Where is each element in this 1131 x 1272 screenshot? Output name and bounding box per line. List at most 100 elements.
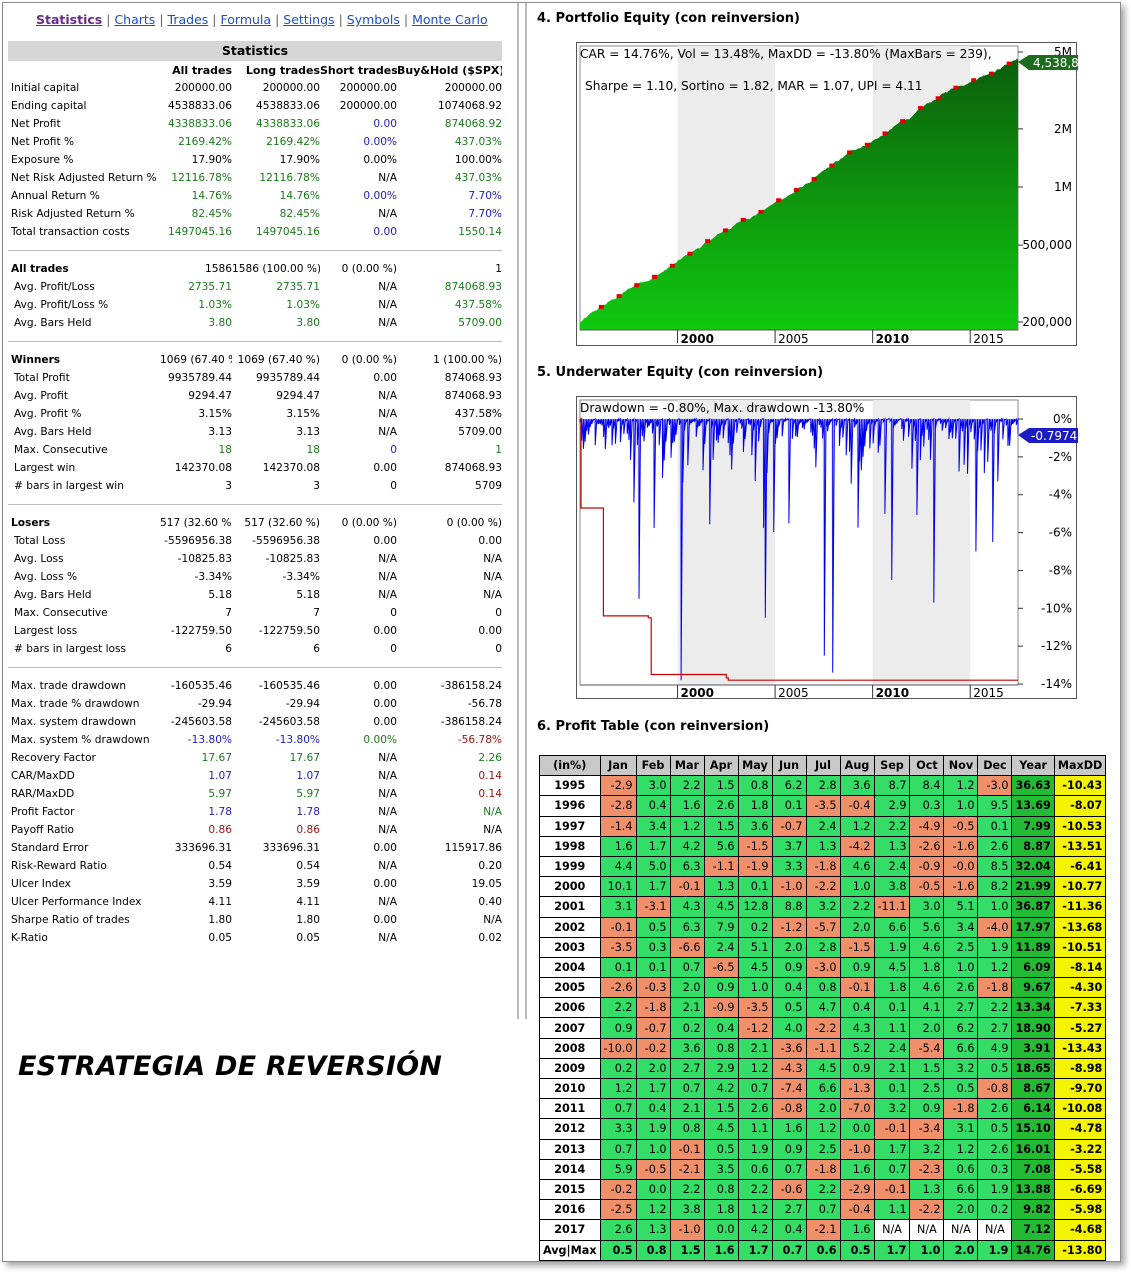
profit-month-cell: 3.8 (873, 876, 911, 898)
profit-month-cell: 0.4 (635, 795, 671, 817)
stats-row: Recovery Factor 17.67 17.67 N/A 2.26 (8, 749, 502, 767)
profit-month-cell: 1.1 (873, 1017, 911, 1039)
profit-month-cell: 1.6 (669, 795, 705, 817)
stats-spacer-cell (8, 504, 502, 514)
profit-month-cell: 3.4 (943, 916, 979, 938)
stats-value: 874068.93 (444, 281, 502, 293)
nav-statistics[interactable]: Statistics (36, 12, 103, 27)
profit-month-cell: 6.3 (669, 916, 705, 938)
profit-month-cell: -2.6 (599, 977, 637, 999)
profit-row: 2009 0.2 2.0 2.7 2.9 1.2 -4.3 4.5 0.9 2.1 1.5 3.2 0.… (539, 1057, 1107, 1080)
profit-month-cell: 1.0 (635, 1138, 671, 1160)
stats-value: N/A (378, 571, 397, 583)
profit-month-cell: 0.0 (703, 1219, 739, 1241)
stats-section-count: 1069 (67.40 %) (160, 354, 232, 366)
profit-month-cell: -1.8 (635, 997, 671, 1019)
panel-splitter[interactable] (517, 3, 527, 1019)
nav-monte-carlo[interactable]: Monte Carlo (412, 12, 488, 27)
nav-trades[interactable]: Trades (167, 12, 209, 27)
profit-month-cell: 0.4 (771, 977, 807, 999)
stats-value: 0 (495, 643, 502, 655)
nav-symbols[interactable]: Symbols (346, 12, 400, 27)
stats-value: N/A (378, 317, 397, 329)
profit-month-cell: 7.9 (703, 916, 739, 938)
stats-section-count: 1 (495, 263, 502, 275)
stats-section-count: 1069 (67.40 %) (237, 354, 320, 366)
stats-row-label: Largest win (14, 462, 76, 474)
stats-divider-cell (8, 495, 502, 505)
equity-drawdown-mark (917, 106, 923, 111)
profit-maxdd-cell: -10.53 (1053, 815, 1107, 837)
profit-month-cell: 2.2 (669, 775, 705, 797)
stats-column-header: Buy&Hold ($SPX) (397, 63, 502, 77)
stats-row: Avg. Bars Held 5.18 5.18 N/A N/A (8, 586, 502, 604)
underwater-x-tick-label: 2000 (681, 686, 714, 700)
profit-row: 2008 -10.0 -0.2 3.6 0.8 2.1 -3.6 -1.1 5.2 2.4 -5.4… (539, 1037, 1107, 1059)
profit-month-cell: 2.6 (977, 835, 1013, 857)
stats-value: 100.00% (454, 154, 502, 166)
profit-header-jun: Jun (771, 754, 807, 777)
stats-value: N/A (378, 788, 397, 800)
equity-drawdown-mark (705, 239, 711, 244)
profit-month-cell: N/A (943, 1219, 979, 1241)
profit-month-cell: 0.7 (805, 1199, 841, 1221)
profit-month-cell: 0.3 (977, 1158, 1013, 1180)
stats-value: 9294.47 (188, 390, 232, 402)
underwater-last-value-marker (1018, 428, 1078, 443)
profit-month-cell: 4.9 (977, 1037, 1013, 1059)
stats-value: 5709.00 (458, 426, 502, 438)
profit-month-cell: 5.6 (909, 916, 945, 938)
profit-month-cell: 1.9 (977, 1239, 1013, 1261)
stats-value: N/A (483, 914, 502, 926)
equity-drawdown-mark (864, 142, 870, 147)
profit-header-in-pct: (in%) (539, 754, 601, 777)
profit-month-cell: 1.5 (909, 1057, 945, 1080)
profit-month-cell: -1.1 (805, 1037, 841, 1059)
stats-row-label: Max. trade drawdown (11, 680, 127, 692)
stats-value: -5596956.38 (164, 535, 232, 547)
profit-month-cell: 6.6 (943, 1178, 979, 1201)
profit-month-cell: -0.9 (703, 997, 739, 1019)
profit-month-cell: -2.5 (599, 1199, 637, 1221)
equity-drawdown-mark (988, 71, 994, 76)
profit-month-cell: 0.7 (771, 1158, 807, 1180)
profit-month-cell: -1.0 (771, 876, 807, 898)
nav-settings[interactable]: Settings (283, 12, 335, 27)
profit-month-cell: 1.3 (873, 835, 911, 857)
profit-year-total: 13.88 (1011, 1178, 1055, 1201)
profit-row: 1999 4.4 5.0 6.3 -1.1 -1.9 3.3 -1.8 4.6 2.4 -0.9 -0… (539, 855, 1107, 878)
profit-month-cell: 2.7 (943, 997, 979, 1019)
stats-value: 1.03% (198, 299, 232, 311)
profit-month-cell: 1.2 (943, 775, 979, 797)
stats-row: CAR/MaxDD 1.07 1.07 N/A 0.14 (8, 767, 502, 785)
profit-month-cell: 1.3 (635, 1219, 671, 1241)
profit-month-cell: -0.0 (943, 855, 979, 878)
stats-value: 4338833.06 (255, 118, 320, 130)
profit-month-cell: 0.3 (635, 936, 671, 958)
profit-month-cell: 0.5 (703, 1138, 739, 1160)
underwater-x-tick-label: 2005 (778, 686, 809, 700)
stats-value: 0 (390, 607, 397, 619)
profit-month-cell: 0.1 (873, 1077, 911, 1100)
profit-month-cell: 2.9 (703, 1057, 739, 1080)
profit-year-label: 1998 (539, 835, 601, 857)
stats-section-divider (8, 495, 502, 505)
nav-charts[interactable]: Charts (114, 12, 156, 27)
statistics-panel: Statistics | Charts | Trades | Formula | Setting… (3, 3, 515, 1261)
nav-formula[interactable]: Formula (220, 12, 272, 27)
profit-month-cell: 1.6 (599, 835, 637, 857)
stats-value: N/A (378, 589, 397, 601)
profit-month-cell: 2.2 (839, 896, 875, 918)
stats-value: 874068.93 (444, 462, 502, 474)
stats-value: -13.80% (275, 734, 320, 746)
stats-value: 2735.71 (188, 281, 232, 293)
equity-x-tick-label: 2005 (778, 332, 809, 346)
profit-month-cell: 2.6 (943, 977, 979, 999)
stats-row: Annual Return % 14.76% 14.76% 0.00% 7.70% (8, 187, 502, 205)
profit-year-total: 9.82 (1011, 1199, 1055, 1221)
stats-row: Avg. Profit 9294.47 9294.47 N/A 874068.93 (8, 387, 502, 405)
profit-year-label: 2013 (539, 1138, 601, 1160)
profit-header-maxdd: MaxDD (1053, 754, 1107, 777)
profit-month-cell: 4.5 (737, 956, 773, 979)
profit-year-total: 14.76 (1011, 1239, 1055, 1261)
